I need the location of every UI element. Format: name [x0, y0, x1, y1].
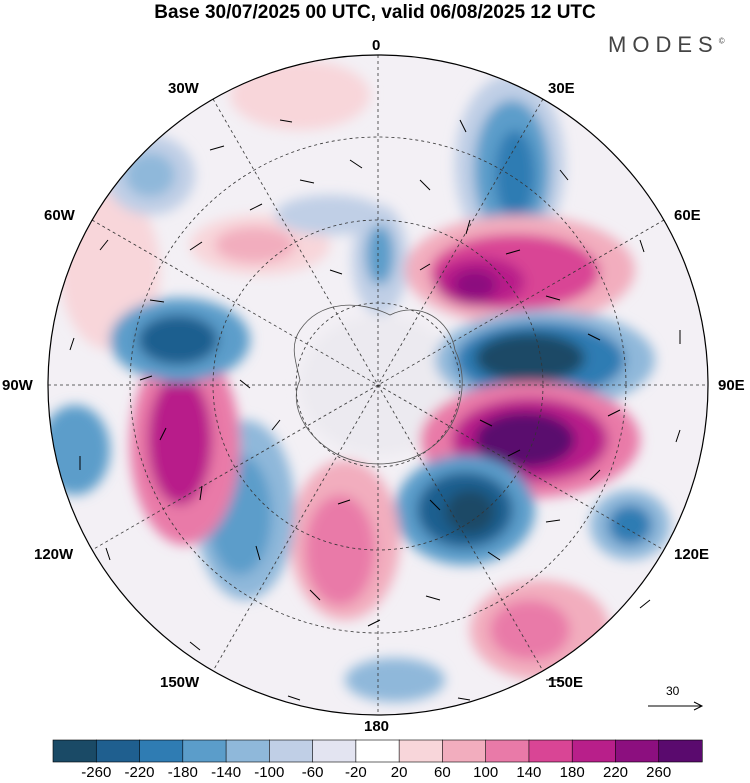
colorbar-tick-label: -180: [167, 764, 198, 781]
colorbar-tick-label: -140: [211, 764, 242, 781]
meridian-label-120w: 120W: [34, 546, 74, 563]
meridian-label-150e: 150E: [548, 674, 584, 691]
antarctica-coastline: [293, 304, 463, 465]
colorbar-swatch: [485, 739, 530, 763]
colorbar-tick-label: 220: [602, 764, 629, 781]
colorbar-tick-label: 140: [516, 764, 542, 781]
meridian-label-30w: 30W: [168, 80, 199, 97]
graticule: [48, 55, 708, 715]
colorbar-tick-label: 100: [473, 764, 499, 781]
meridian-label-150w: 150W: [160, 674, 200, 691]
colorbar-tick-label: -60: [301, 764, 324, 781]
colorbar-swatch: [269, 739, 314, 763]
map-title: Base 30/07/2025 00 UTC, valid 06/08/2025…: [154, 2, 596, 23]
colorbar-swatch: [182, 739, 227, 763]
colorbar-tick-label: -260: [81, 764, 112, 781]
colorbar-tick-label: 60: [434, 764, 451, 781]
map-border: [47, 54, 709, 716]
colorbar-tick-label: 180: [559, 764, 585, 781]
colorbar-swatch: [658, 739, 703, 763]
colorbar-swatch: [571, 739, 617, 763]
colorbar-swatch: [139, 739, 184, 763]
colorbar-tick-label: 20: [390, 764, 408, 781]
colorbar-swatch: [442, 739, 487, 763]
colorbar-swatch: [528, 739, 573, 763]
meridian-label-30e: 30E: [548, 80, 575, 97]
reference-vector-arrow: [648, 701, 704, 711]
colorbar-swatch: [355, 739, 400, 763]
colorbar: [52, 739, 703, 763]
colorbar-swatch: [95, 739, 141, 763]
anomaly-field: [48, 55, 708, 715]
colorbar-swatch: [312, 739, 357, 763]
reference-vector-label: 30: [666, 684, 680, 698]
meridian-label-120e: 120E: [674, 546, 710, 563]
colorbar-swatch: [398, 739, 444, 763]
meridian-label-90e: 90E: [718, 377, 745, 394]
modes-logo: MODES©: [608, 32, 725, 57]
meridian-label-180: 180: [364, 718, 390, 735]
meridian-label-90w: 90W: [2, 377, 33, 394]
colorbar-swatch: [615, 739, 660, 763]
colorbar-tick-label: -20: [345, 764, 367, 781]
colorbar-swatch: [52, 739, 97, 763]
meridian-label-0: 0: [372, 37, 381, 54]
colorbar-tick-label: 260: [646, 764, 672, 781]
colorbar-swatch: [225, 739, 270, 763]
meridian-label-60w: 60W: [44, 207, 75, 224]
colorbar-tick-label: -220: [124, 764, 155, 781]
meridian-label-60e: 60E: [674, 207, 701, 224]
wind-vectors: [69, 119, 681, 701]
colorbar-tick-label: -100: [254, 764, 285, 781]
